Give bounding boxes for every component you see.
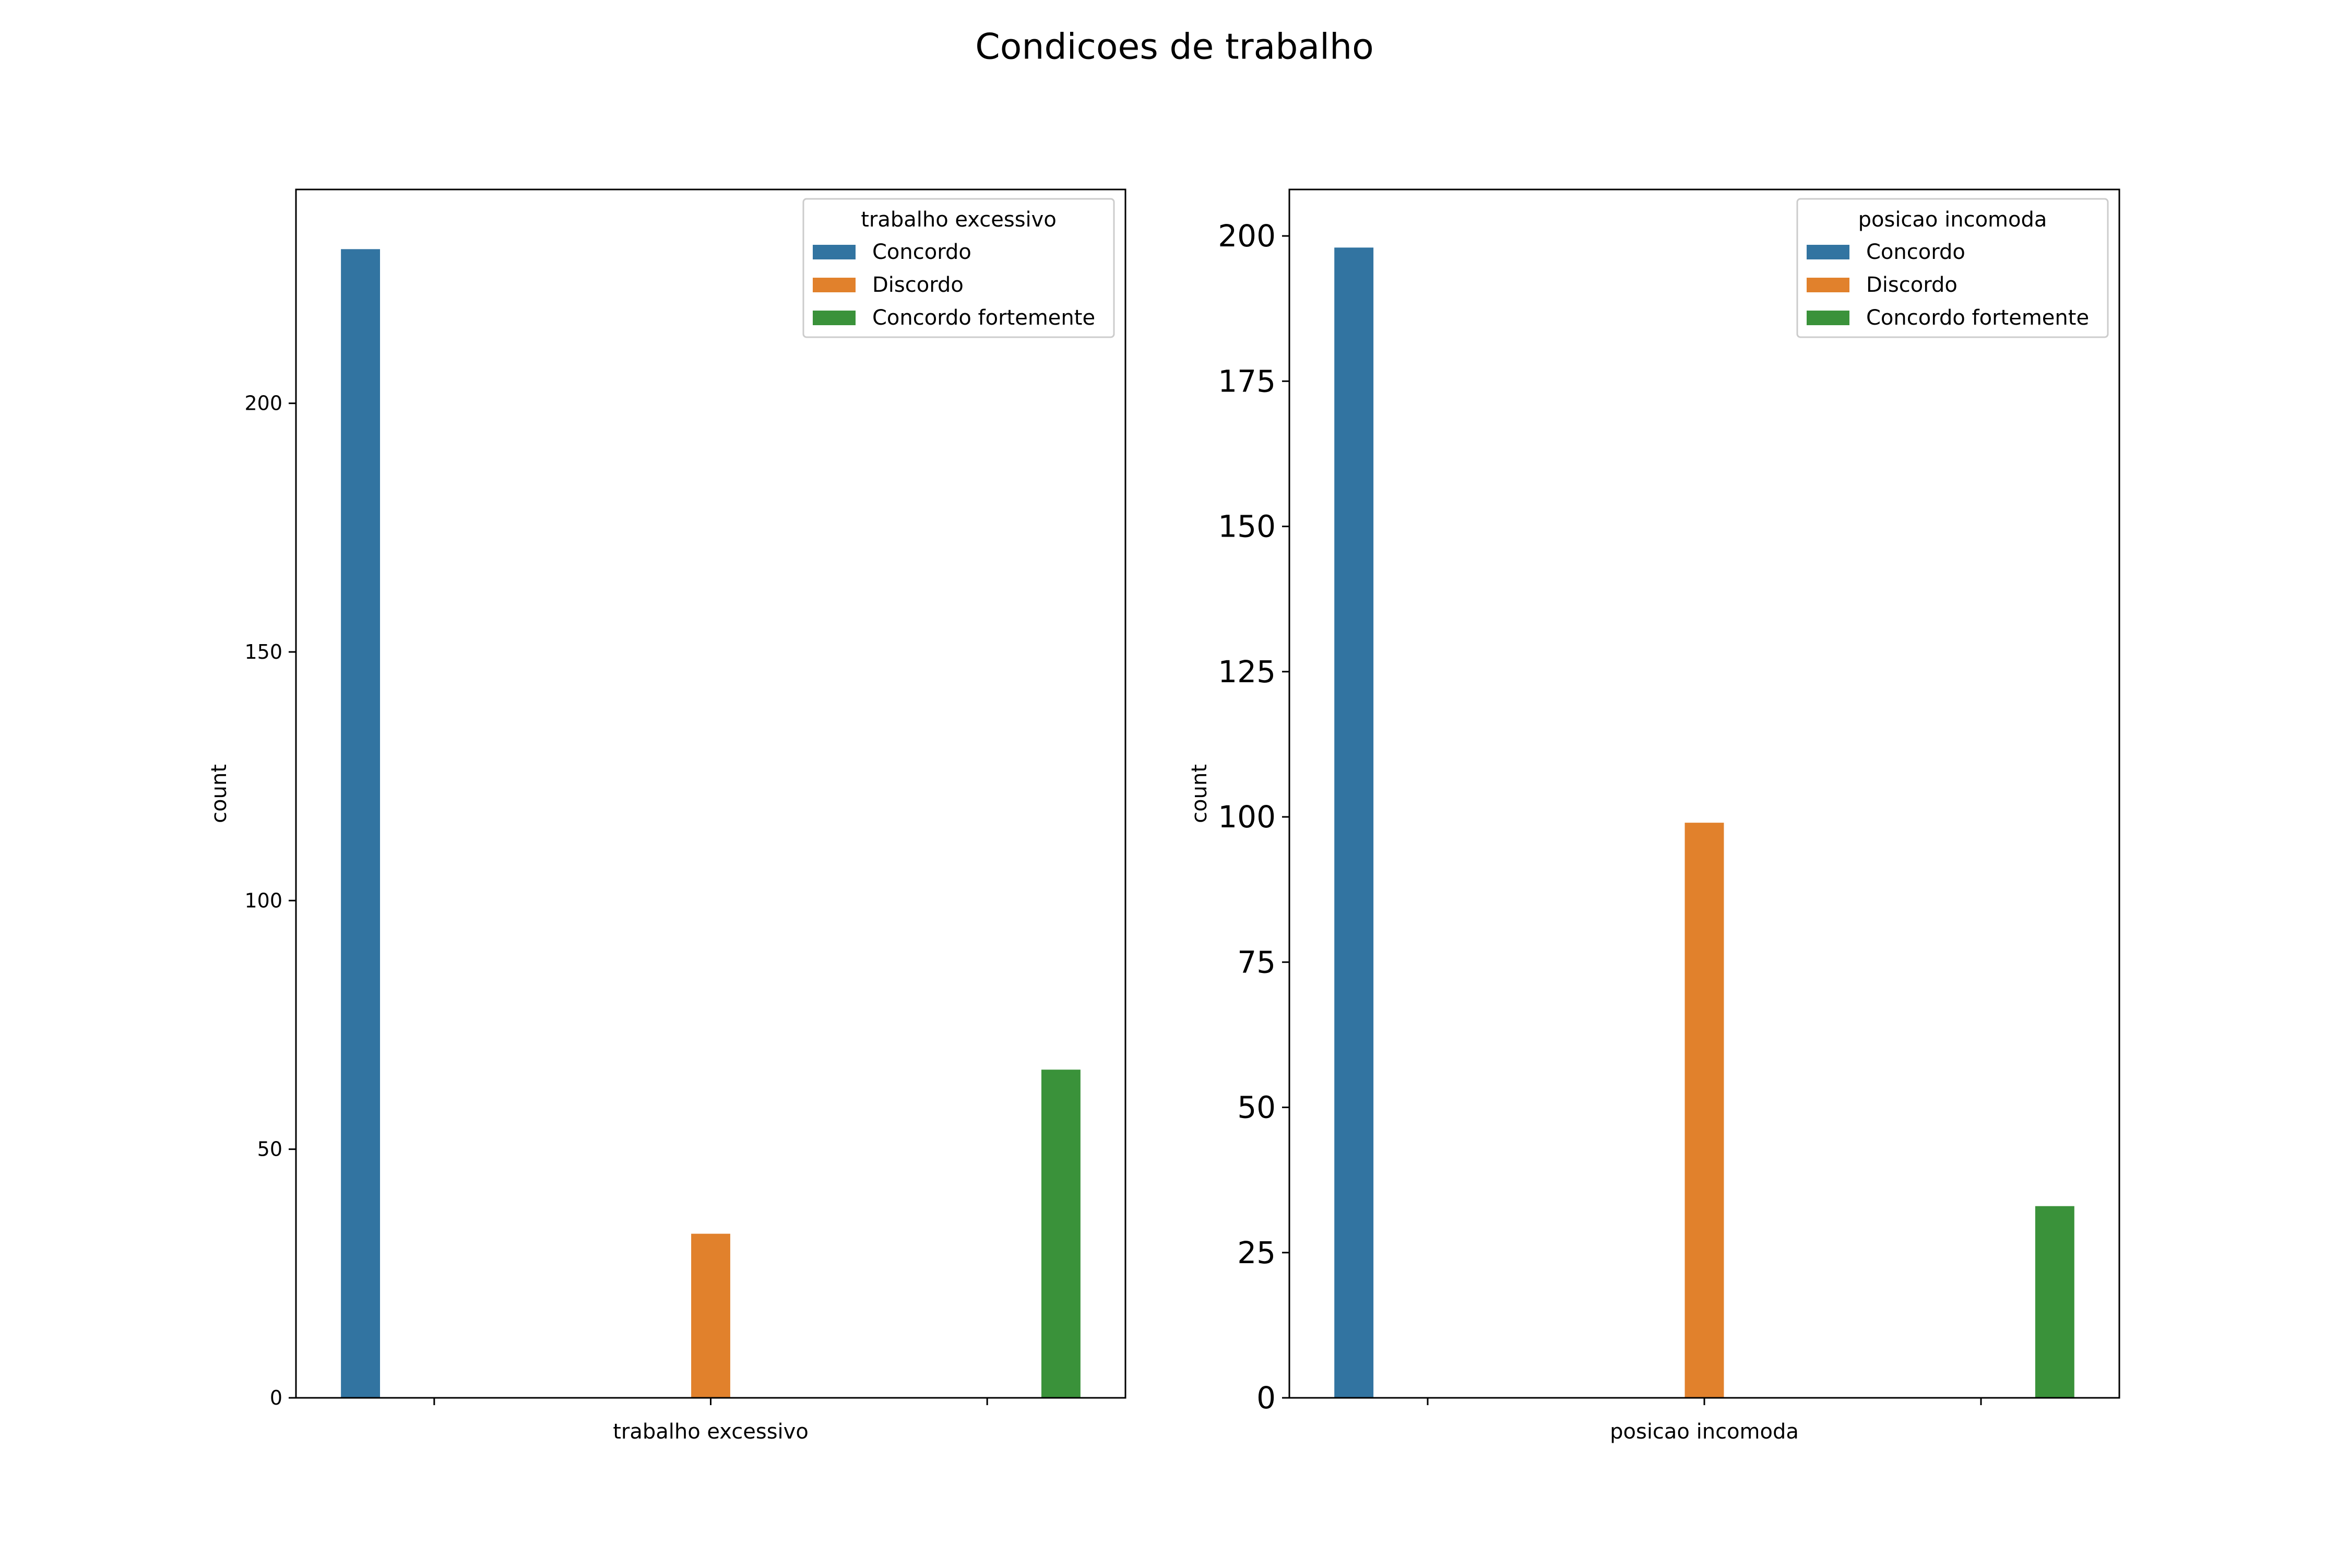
subplot-1: 0 50 100 150 200 trabalho excessivo count traba… <box>207 188 1126 1444</box>
y-tick-label: 200 <box>1218 218 1276 254</box>
subplot-2: 0 25 50 75 100 125 150 175 200 posicao incomoda co… <box>1188 188 2120 1444</box>
legend-swatch <box>1807 245 1849 259</box>
bar-1 <box>341 249 381 1398</box>
y-tick-label: 75 <box>1237 944 1276 980</box>
legend-swatch <box>813 311 856 325</box>
legend-box <box>802 198 1115 338</box>
legend-entry-label: Concordo <box>1866 240 1965 264</box>
bar-2 <box>691 1233 730 1398</box>
bar-3 <box>1041 1070 1081 1398</box>
axes-frame <box>295 188 1126 1399</box>
y-tick-label: 0 <box>270 1386 282 1409</box>
y-tick-label: 0 <box>1256 1380 1276 1416</box>
legend-swatch <box>1807 278 1849 292</box>
legend-title: trabalho excessivo <box>861 208 1057 232</box>
x-axis-label: trabalho excessivo <box>613 1420 809 1444</box>
y-tick-label: 175 <box>1218 363 1276 399</box>
y-axis-label: count <box>1188 764 1212 823</box>
legend-swatch <box>1807 311 1849 325</box>
legend-box <box>1796 198 2109 338</box>
bar-1 <box>1334 247 1374 1398</box>
y-tick-label: 200 <box>244 392 282 415</box>
legend-entry-label: Concordo fortemente <box>872 306 1095 330</box>
y-tick-label: 100 <box>1218 799 1276 835</box>
legend-entry-label: Concordo <box>872 240 971 264</box>
y-tick-label: 50 <box>1237 1090 1276 1125</box>
y-axis-label: count <box>207 764 231 823</box>
y-tick-label: 50 <box>257 1138 282 1161</box>
legend-title: posicao incomoda <box>1858 208 2047 232</box>
bar-2 <box>1684 823 1724 1398</box>
x-axis-label: posicao incomoda <box>1610 1420 1799 1444</box>
y-tick-label: 100 <box>244 889 282 912</box>
bar-3 <box>2035 1206 2074 1398</box>
y-tick-label: 125 <box>1218 654 1276 690</box>
y-tick-label: 25 <box>1237 1235 1276 1270</box>
figure-title: Condicoes de trabalho <box>975 27 1373 68</box>
legend-swatch <box>813 245 856 259</box>
legend-entry-label: Concordo fortemente <box>1866 306 2089 330</box>
legend-swatch <box>813 278 856 292</box>
y-tick-label: 150 <box>1218 509 1276 544</box>
legend-entry-label: Discordo <box>1866 273 1958 297</box>
y-tick-label: 150 <box>244 640 282 663</box>
legend-entry-label: Discordo <box>872 273 964 297</box>
